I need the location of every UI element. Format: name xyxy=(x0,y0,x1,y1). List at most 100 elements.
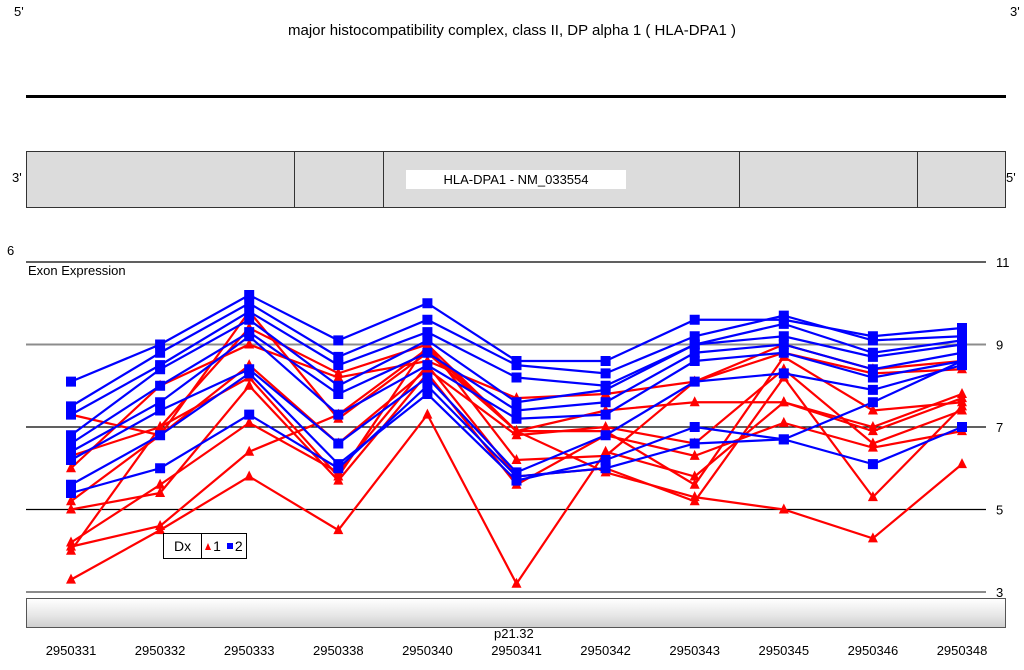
data-point[interactable] xyxy=(778,416,789,427)
data-point[interactable] xyxy=(66,376,76,387)
data-point[interactable] xyxy=(66,479,76,490)
data-point[interactable] xyxy=(422,347,433,358)
data-point[interactable] xyxy=(867,404,878,415)
data-point[interactable] xyxy=(689,396,700,407)
data-point[interactable] xyxy=(66,438,76,449)
data-point[interactable] xyxy=(66,462,76,473)
data-point[interactable] xyxy=(155,347,166,358)
data-point[interactable] xyxy=(689,470,700,481)
data-point[interactable] xyxy=(600,430,611,441)
data-point[interactable] xyxy=(778,434,789,445)
data-point[interactable] xyxy=(244,306,255,317)
data-point[interactable] xyxy=(511,577,522,588)
data-point[interactable] xyxy=(511,360,522,371)
data-point[interactable] xyxy=(244,338,255,349)
data-point[interactable] xyxy=(689,314,700,325)
data-point[interactable] xyxy=(333,463,344,474)
data-point[interactable] xyxy=(600,397,611,408)
data-point[interactable] xyxy=(867,335,878,346)
data-point[interactable] xyxy=(333,380,344,391)
data-point[interactable] xyxy=(66,430,76,441)
data-point[interactable] xyxy=(66,455,76,465)
data-point[interactable] xyxy=(689,347,700,358)
data-point[interactable] xyxy=(155,397,166,408)
data-point[interactable] xyxy=(333,360,344,371)
data-point[interactable] xyxy=(867,441,878,452)
data-point[interactable] xyxy=(689,449,700,460)
data-point[interactable] xyxy=(422,314,433,325)
legend-item-1[interactable]: 1 xyxy=(202,538,224,554)
data-point[interactable] xyxy=(244,368,255,379)
data-point[interactable] xyxy=(689,478,700,489)
data-point[interactable] xyxy=(511,372,522,383)
data-point[interactable] xyxy=(422,327,433,338)
data-point[interactable] xyxy=(957,356,967,366)
data-point[interactable] xyxy=(333,335,344,346)
data-point[interactable] xyxy=(689,331,700,342)
data-point[interactable] xyxy=(333,351,344,362)
data-point[interactable] xyxy=(244,470,255,481)
data-point[interactable] xyxy=(689,422,700,432)
transcript-label[interactable]: HLA-DPA1 - NM_033554 xyxy=(406,170,626,189)
data-point[interactable] xyxy=(600,356,611,366)
data-point[interactable] xyxy=(244,445,255,456)
data-point[interactable] xyxy=(600,368,611,379)
data-point[interactable] xyxy=(66,401,76,412)
data-point[interactable] xyxy=(867,532,878,543)
data-point[interactable] xyxy=(422,380,433,391)
data-point[interactable] xyxy=(957,422,967,432)
data-point[interactable] xyxy=(422,298,433,309)
data-point[interactable] xyxy=(867,397,878,408)
data-point[interactable] xyxy=(600,409,611,420)
data-point[interactable] xyxy=(244,331,255,342)
data-point[interactable] xyxy=(867,459,878,470)
data-point[interactable] xyxy=(333,409,344,420)
data-point[interactable] xyxy=(66,573,76,584)
data-point[interactable] xyxy=(957,323,967,333)
data-point[interactable] xyxy=(867,384,878,395)
data-point[interactable] xyxy=(422,389,433,399)
data-point[interactable] xyxy=(422,372,433,383)
data-point[interactable] xyxy=(689,491,700,502)
data-point[interactable] xyxy=(511,397,522,408)
data-point[interactable] xyxy=(778,503,789,514)
data-point[interactable] xyxy=(778,318,789,329)
data-point[interactable] xyxy=(957,392,967,403)
data-point[interactable] xyxy=(867,364,878,375)
data-point[interactable] xyxy=(867,491,878,502)
data-point[interactable] xyxy=(511,454,522,464)
data-point[interactable] xyxy=(333,474,344,485)
data-point[interactable] xyxy=(66,446,76,457)
data-point[interactable] xyxy=(778,331,789,342)
data-point[interactable] xyxy=(867,351,878,362)
data-point[interactable] xyxy=(511,471,522,482)
data-point[interactable] xyxy=(511,425,522,436)
data-point[interactable] xyxy=(422,408,433,419)
data-point[interactable] xyxy=(244,298,255,309)
data-point[interactable] xyxy=(689,376,700,387)
data-point[interactable] xyxy=(333,389,344,399)
data-point[interactable] xyxy=(155,405,166,416)
data-point[interactable] xyxy=(155,339,166,350)
data-point[interactable] xyxy=(957,347,967,358)
data-point[interactable] xyxy=(66,488,76,498)
data-point[interactable] xyxy=(689,356,700,366)
data-point[interactable] xyxy=(867,425,878,436)
data-point[interactable] xyxy=(957,458,967,469)
data-point[interactable] xyxy=(155,430,166,441)
data-point[interactable] xyxy=(333,438,344,449)
data-point[interactable] xyxy=(66,540,76,551)
data-point[interactable] xyxy=(333,524,344,535)
data-point[interactable] xyxy=(511,413,522,424)
data-point[interactable] xyxy=(155,487,166,497)
data-point[interactable] xyxy=(511,405,522,416)
data-point[interactable] xyxy=(422,360,433,371)
data-point[interactable] xyxy=(778,396,789,407)
legend-item-2[interactable]: 2 xyxy=(224,538,246,554)
data-point[interactable] xyxy=(155,364,166,375)
data-point[interactable] xyxy=(600,455,611,465)
data-point[interactable] xyxy=(600,463,611,474)
data-point[interactable] xyxy=(778,339,789,350)
data-point[interactable] xyxy=(422,335,433,346)
data-point[interactable] xyxy=(155,478,166,489)
